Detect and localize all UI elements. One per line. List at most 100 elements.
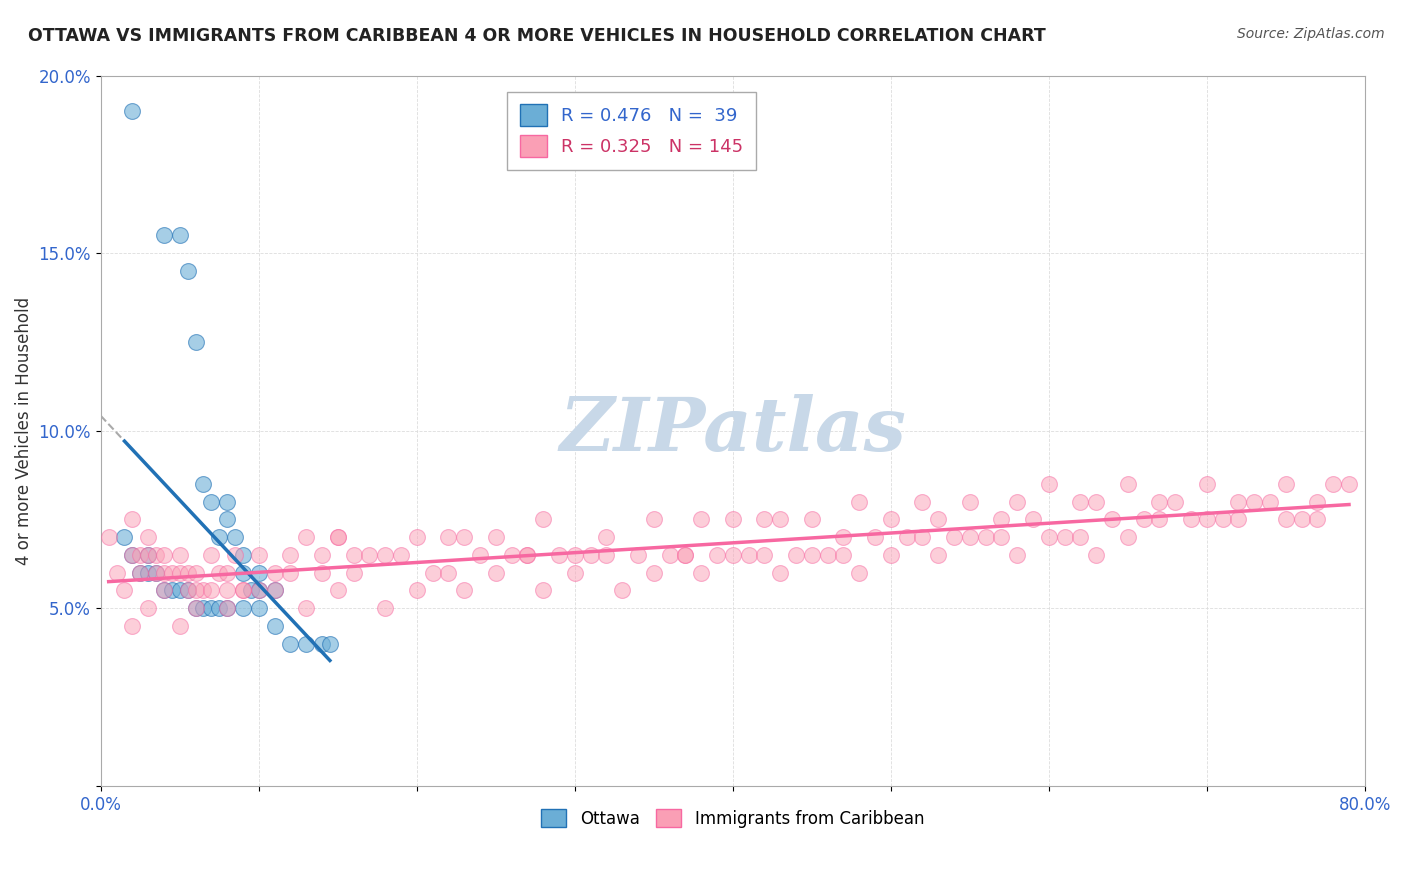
Point bbox=[959, 494, 981, 508]
Point bbox=[927, 512, 949, 526]
Point bbox=[595, 530, 617, 544]
Point bbox=[224, 548, 246, 562]
Point bbox=[193, 601, 215, 615]
Point bbox=[295, 530, 318, 544]
Point bbox=[785, 548, 807, 562]
Point bbox=[263, 619, 285, 633]
Point bbox=[184, 601, 207, 615]
Point bbox=[832, 530, 855, 544]
Point bbox=[232, 548, 254, 562]
Point bbox=[1005, 548, 1028, 562]
Point bbox=[516, 548, 538, 562]
Point bbox=[422, 566, 444, 580]
Text: ZIPatlas: ZIPatlas bbox=[560, 394, 907, 467]
Point bbox=[1322, 477, 1344, 491]
Point bbox=[880, 548, 903, 562]
Point bbox=[1116, 477, 1139, 491]
Point bbox=[1275, 477, 1298, 491]
Point bbox=[911, 494, 934, 508]
Point bbox=[114, 530, 136, 544]
Point bbox=[208, 601, 231, 615]
Point bbox=[1053, 530, 1076, 544]
Point bbox=[1069, 530, 1091, 544]
Point bbox=[374, 601, 396, 615]
Point bbox=[516, 548, 538, 562]
Point bbox=[1022, 512, 1045, 526]
Point bbox=[485, 530, 508, 544]
Point bbox=[800, 512, 823, 526]
Point bbox=[848, 566, 870, 580]
Point bbox=[200, 601, 222, 615]
Point bbox=[1085, 494, 1108, 508]
Point bbox=[247, 566, 270, 580]
Point bbox=[800, 548, 823, 562]
Point bbox=[184, 601, 207, 615]
Point bbox=[184, 583, 207, 598]
Point bbox=[153, 583, 176, 598]
Point bbox=[193, 477, 215, 491]
Point bbox=[595, 548, 617, 562]
Point bbox=[389, 548, 412, 562]
Point bbox=[121, 619, 143, 633]
Point bbox=[200, 494, 222, 508]
Point bbox=[863, 530, 886, 544]
Point bbox=[145, 566, 167, 580]
Point bbox=[612, 583, 634, 598]
Point bbox=[311, 548, 333, 562]
Point bbox=[217, 601, 239, 615]
Point bbox=[153, 583, 176, 598]
Point bbox=[153, 566, 176, 580]
Point bbox=[342, 566, 364, 580]
Point bbox=[754, 548, 776, 562]
Point bbox=[136, 530, 159, 544]
Point bbox=[169, 619, 191, 633]
Point bbox=[295, 637, 318, 651]
Point bbox=[706, 548, 728, 562]
Point bbox=[208, 566, 231, 580]
Point bbox=[990, 512, 1012, 526]
Point bbox=[1149, 494, 1171, 508]
Point bbox=[721, 512, 744, 526]
Point bbox=[754, 512, 776, 526]
Point bbox=[848, 494, 870, 508]
Point bbox=[990, 530, 1012, 544]
Point bbox=[247, 583, 270, 598]
Point bbox=[564, 566, 586, 580]
Point bbox=[208, 530, 231, 544]
Point bbox=[153, 548, 176, 562]
Legend: Ottawa, Immigrants from Caribbean: Ottawa, Immigrants from Caribbean bbox=[534, 803, 931, 834]
Point bbox=[1306, 512, 1329, 526]
Point bbox=[160, 566, 183, 580]
Point bbox=[579, 548, 602, 562]
Point bbox=[1116, 530, 1139, 544]
Point bbox=[1101, 512, 1123, 526]
Point bbox=[1038, 530, 1060, 544]
Point bbox=[643, 566, 665, 580]
Point bbox=[217, 601, 239, 615]
Point bbox=[1005, 494, 1028, 508]
Point bbox=[129, 548, 152, 562]
Point bbox=[311, 637, 333, 651]
Point bbox=[1212, 512, 1234, 526]
Point bbox=[136, 566, 159, 580]
Text: Source: ZipAtlas.com: Source: ZipAtlas.com bbox=[1237, 27, 1385, 41]
Point bbox=[169, 548, 191, 562]
Point bbox=[121, 548, 143, 562]
Point bbox=[1149, 512, 1171, 526]
Point bbox=[121, 512, 143, 526]
Point bbox=[217, 583, 239, 598]
Point bbox=[280, 637, 302, 651]
Point bbox=[295, 601, 318, 615]
Point bbox=[1164, 494, 1187, 508]
Point bbox=[232, 583, 254, 598]
Point bbox=[184, 566, 207, 580]
Point bbox=[232, 583, 254, 598]
Point bbox=[247, 601, 270, 615]
Point bbox=[673, 548, 696, 562]
Point bbox=[184, 334, 207, 349]
Point bbox=[1337, 477, 1360, 491]
Point bbox=[485, 566, 508, 580]
Y-axis label: 4 or more Vehicles in Household: 4 or more Vehicles in Household bbox=[15, 297, 32, 565]
Point bbox=[136, 548, 159, 562]
Point bbox=[217, 512, 239, 526]
